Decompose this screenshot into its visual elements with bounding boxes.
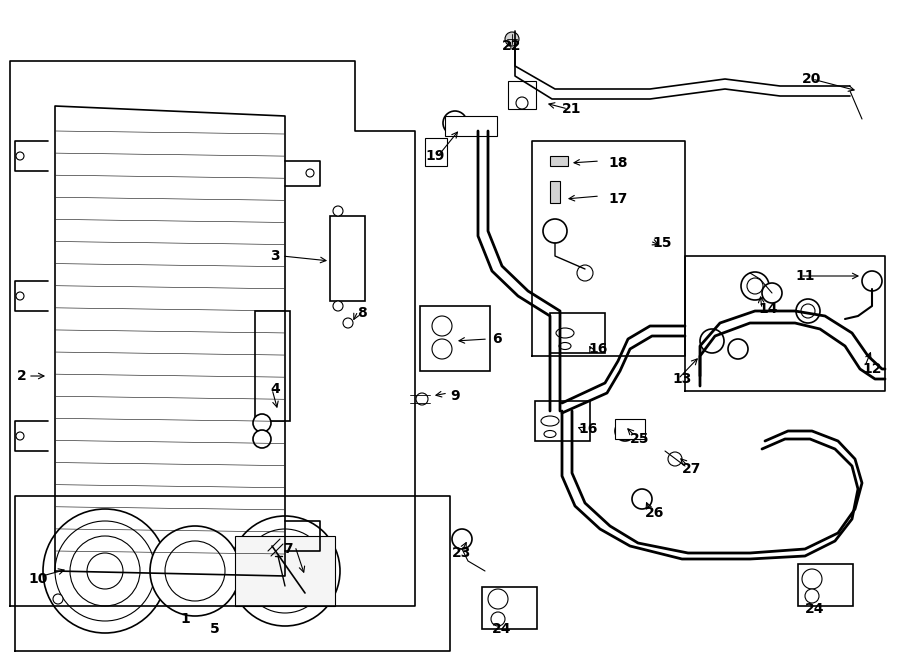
Text: 24: 24 [806,602,824,616]
Text: 18: 18 [608,156,628,170]
Circle shape [452,529,472,549]
Circle shape [432,316,452,336]
Text: 2: 2 [17,369,27,383]
Circle shape [253,430,271,448]
Text: 12: 12 [862,362,882,376]
Text: 22: 22 [502,39,522,53]
Circle shape [632,489,652,509]
Ellipse shape [556,328,574,338]
Text: 8: 8 [357,306,367,320]
Text: 15: 15 [652,236,671,250]
Bar [798,564,853,606]
Text: 1: 1 [180,612,190,626]
Circle shape [805,589,819,603]
Circle shape [43,509,167,633]
Text: 11: 11 [796,269,814,283]
Bar [550,313,605,353]
Text: 24: 24 [492,622,512,636]
Circle shape [668,452,682,466]
Circle shape [801,304,815,318]
Bar [482,587,537,629]
Text: 21: 21 [562,102,581,116]
Circle shape [615,421,635,441]
Circle shape [762,283,782,303]
Text: 4: 4 [270,382,280,396]
Text: 5: 5 [210,622,220,636]
Text: 9: 9 [450,389,460,403]
Text: 20: 20 [802,72,822,86]
Circle shape [16,152,24,160]
Text: 27: 27 [682,462,702,476]
Circle shape [253,414,271,432]
Text: 26: 26 [645,506,665,520]
Circle shape [491,612,505,626]
Text: 19: 19 [426,149,445,163]
Circle shape [747,278,763,294]
Circle shape [87,553,123,589]
Circle shape [505,32,519,46]
Text: 6: 6 [492,332,502,346]
Bar [508,81,536,109]
Circle shape [243,529,327,613]
Bar [235,536,335,606]
Circle shape [416,393,428,405]
Circle shape [516,97,528,109]
Circle shape [165,541,225,601]
Circle shape [55,521,155,621]
Circle shape [257,543,313,599]
Circle shape [796,299,820,323]
Circle shape [16,292,24,300]
Text: 13: 13 [672,372,692,386]
Circle shape [333,206,343,216]
Circle shape [70,536,140,606]
Text: 23: 23 [453,546,472,560]
Circle shape [443,111,467,135]
Circle shape [488,589,508,609]
Bar [255,311,290,421]
Circle shape [306,169,314,177]
Text: 17: 17 [608,192,627,206]
Ellipse shape [544,430,556,438]
Bar [615,419,645,439]
Circle shape [53,594,63,604]
Text: 7: 7 [284,542,292,556]
Bar [425,138,447,166]
Circle shape [333,301,343,311]
Circle shape [343,318,353,328]
Text: 10: 10 [28,572,48,586]
Circle shape [741,272,769,300]
Ellipse shape [559,342,571,350]
Circle shape [230,516,340,626]
Circle shape [150,526,240,616]
Ellipse shape [541,416,559,426]
Circle shape [577,265,593,281]
Text: 3: 3 [270,249,280,263]
Text: 16: 16 [579,422,598,436]
Circle shape [432,339,452,359]
Bar [445,116,497,136]
Bar [535,401,590,441]
Text: 16: 16 [589,342,608,356]
Circle shape [862,271,882,291]
Circle shape [700,329,724,353]
Text: 25: 25 [630,432,650,446]
Circle shape [543,219,567,243]
Bar [550,156,568,166]
Bar [420,306,490,371]
Circle shape [802,569,822,589]
Circle shape [728,339,748,359]
Bar [330,216,365,301]
Circle shape [16,432,24,440]
Circle shape [273,559,297,583]
Text: 14: 14 [758,302,778,316]
Bar [550,181,560,203]
